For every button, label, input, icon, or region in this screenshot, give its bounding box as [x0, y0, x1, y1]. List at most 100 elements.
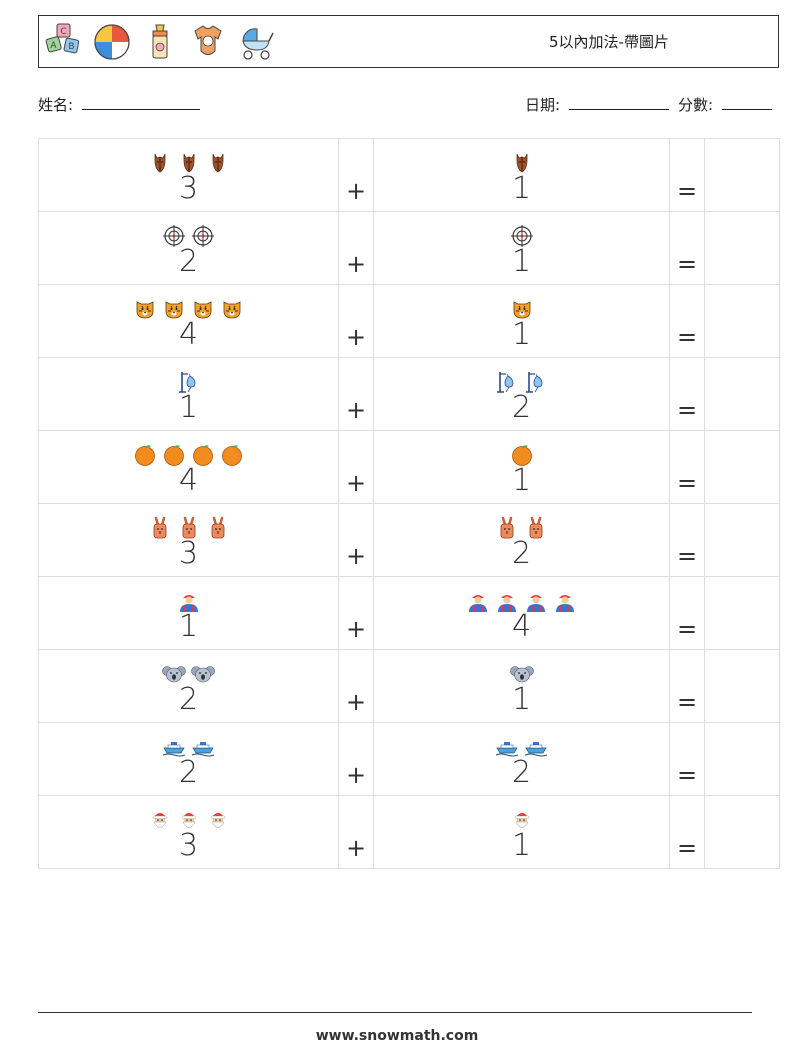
equals-sign: = — [669, 649, 705, 723]
answer-cell[interactable] — [704, 357, 780, 431]
left-operand-cell: 4 — [38, 430, 339, 504]
plus-sign: + — [338, 649, 374, 723]
left-operand-cell: 3 — [38, 503, 339, 577]
equals-sign: = — [669, 211, 705, 285]
equals-sign: = — [669, 430, 705, 504]
ship-icon — [495, 735, 519, 759]
problem-row: 2 +1 = — [38, 211, 780, 285]
answer-cell[interactable] — [704, 795, 780, 869]
worksheet-table: 3 +1 = 2 +1 = 4 +1 = 1 +2 = 4 +1 = 3 +2 = 1 +4 = 2 +1 = 2 +2 = 3 +1 = — [38, 138, 780, 869]
plus-sign: + — [338, 795, 374, 869]
svg-text:A: A — [50, 41, 57, 51]
date-field: 日期: — [525, 94, 669, 115]
orange-icon — [220, 443, 244, 467]
left-picture-group — [39, 441, 338, 469]
right-picture-group — [374, 149, 669, 177]
answer-cell[interactable] — [704, 722, 780, 796]
right-number: 1 — [511, 317, 532, 352]
rabbit-icon — [177, 516, 201, 540]
date-label: 日期: — [525, 96, 561, 114]
answer-cell[interactable] — [704, 576, 780, 650]
orange-icon — [191, 443, 215, 467]
rabbit-icon — [495, 516, 519, 540]
worker-icon — [466, 589, 490, 613]
left-operand-cell: 3 — [38, 795, 339, 869]
left-operand-cell: 2 — [38, 722, 339, 796]
abc-blocks-icon: C A B — [45, 23, 80, 54]
iv-drip-icon — [495, 370, 519, 394]
equals-sign: = — [669, 722, 705, 796]
answer-cell[interactable] — [704, 430, 780, 504]
plus-sign: + — [338, 430, 374, 504]
problem-row: 2 +2 = — [38, 722, 780, 796]
problem-row: 3 +1 = — [38, 795, 780, 869]
left-picture-group — [39, 587, 338, 615]
header-icons: C A B — [43, 20, 277, 64]
tiger-icon — [133, 297, 157, 321]
rabbit-icon — [148, 516, 172, 540]
iv-drip-icon — [177, 370, 201, 394]
problem-row: 1 +2 = — [38, 357, 780, 431]
answer-cell[interactable] — [704, 138, 780, 212]
answer-cell[interactable] — [704, 649, 780, 723]
right-picture-group — [374, 733, 669, 761]
tiger-icon — [220, 297, 244, 321]
left-number: 2 — [178, 244, 199, 279]
left-number: 3 — [178, 828, 199, 863]
left-operand-cell: 2 — [38, 211, 339, 285]
score-label: 分數: — [678, 96, 714, 114]
orange-icon — [133, 443, 157, 467]
left-picture-group — [39, 660, 338, 688]
answer-cell[interactable] — [704, 503, 780, 577]
plus-sign: + — [338, 576, 374, 650]
horse-icon — [206, 151, 230, 175]
left-picture-group — [39, 368, 338, 396]
beach-ball-icon — [94, 24, 130, 60]
plus-sign: + — [338, 138, 374, 212]
right-picture-group — [374, 222, 669, 250]
left-number: 2 — [178, 755, 199, 790]
left-number: 2 — [178, 682, 199, 717]
left-picture-group — [39, 295, 338, 323]
left-operand-cell: 2 — [38, 649, 339, 723]
name-blank[interactable] — [81, 96, 200, 110]
left-number: 3 — [178, 171, 199, 206]
date-blank[interactable] — [568, 96, 669, 110]
problem-row: 3 +2 = — [38, 503, 780, 577]
score-blank[interactable] — [721, 96, 772, 110]
santa-icon — [510, 808, 534, 832]
right-picture-group — [374, 368, 669, 396]
equals-sign: = — [669, 795, 705, 869]
crosshair-icon — [191, 224, 215, 248]
left-picture-group — [39, 733, 338, 761]
tiger-icon — [510, 297, 534, 321]
equals-sign: = — [669, 284, 705, 358]
orange-icon — [510, 443, 534, 467]
equals-sign: = — [669, 357, 705, 431]
tiger-icon — [162, 297, 186, 321]
right-operand-cell: 1 — [373, 795, 670, 869]
right-number: 1 — [511, 244, 532, 279]
crosshair-icon — [510, 224, 534, 248]
answer-cell[interactable] — [704, 211, 780, 285]
footer-divider — [38, 1012, 752, 1013]
right-number: 1 — [511, 171, 532, 206]
sheet-title: 5以內加法-帶圖片 — [549, 33, 669, 51]
left-number: 4 — [178, 317, 199, 352]
right-number: 1 — [511, 682, 532, 717]
right-number: 2 — [511, 390, 532, 425]
right-picture-group — [374, 587, 669, 615]
worker-icon — [524, 589, 548, 613]
santa-icon — [177, 808, 201, 832]
worker-icon — [495, 589, 519, 613]
plus-sign: + — [338, 357, 374, 431]
left-operand-cell: 4 — [38, 284, 339, 358]
rabbit-icon — [524, 516, 548, 540]
baby-onesie-icon — [194, 25, 222, 55]
problem-row: 2 +1 = — [38, 649, 780, 723]
answer-cell[interactable] — [704, 284, 780, 358]
left-operand-cell: 3 — [38, 138, 339, 212]
tiger-icon — [191, 297, 215, 321]
right-picture-group — [374, 295, 669, 323]
right-operand-cell: 1 — [373, 138, 670, 212]
